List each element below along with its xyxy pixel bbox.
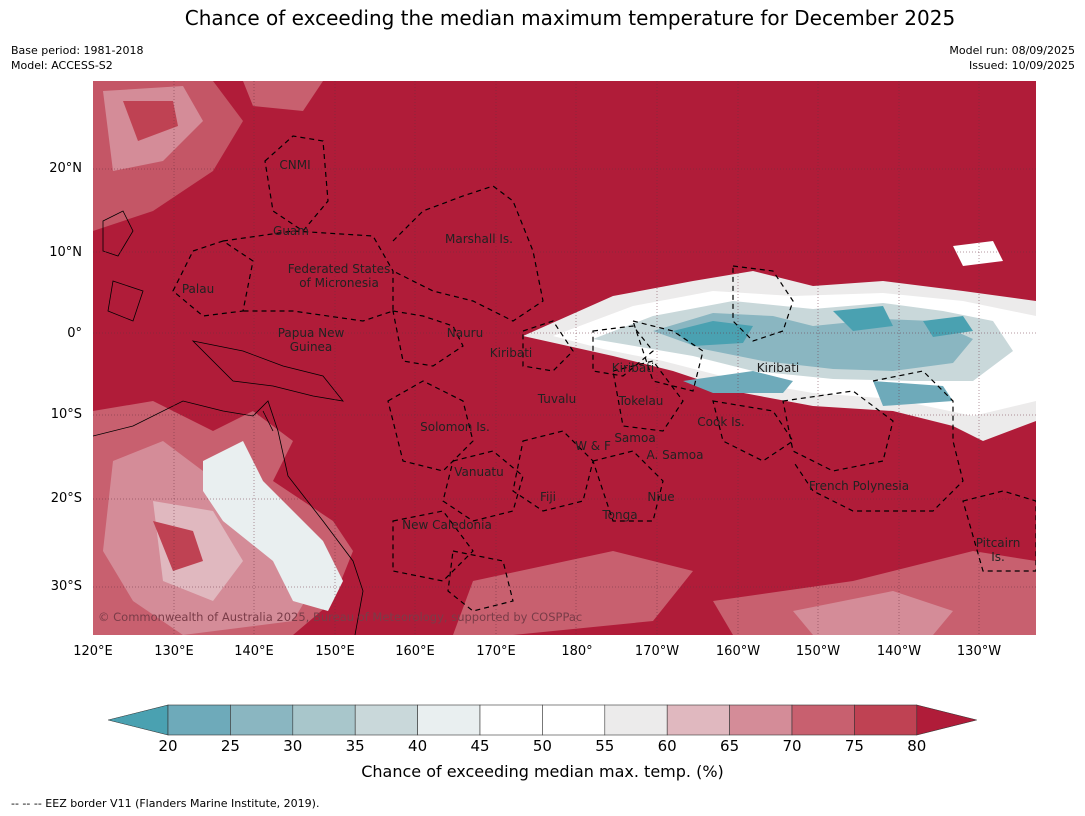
x-tick-label: 120°E <box>73 644 113 659</box>
region-label: Tonga <box>601 508 637 522</box>
colorbar-segment <box>292 704 356 736</box>
x-tick-label: 160°E <box>395 644 435 659</box>
region-label: Papua New Guinea <box>278 326 345 354</box>
region-label: Cook Is. <box>697 415 744 429</box>
colorbar-segment <box>604 704 668 736</box>
x-tick-label: 130°W <box>956 644 1002 659</box>
x-tick-label: 180° <box>561 644 593 659</box>
region-label: CNMI <box>279 158 310 172</box>
region-label: Guam <box>273 224 309 238</box>
colorbar-tick-label: 55 <box>595 737 615 755</box>
colorbar <box>108 704 977 736</box>
colorbar-tick-label: 20 <box>158 737 178 755</box>
map-title: Chance of exceeding the median maximum t… <box>184 6 956 30</box>
colorbar-extend-low <box>108 704 169 736</box>
region-label: Nauru <box>447 326 483 340</box>
x-tick-label: 170°E <box>476 644 516 659</box>
colorbar-tick-label: 25 <box>220 737 240 755</box>
region-label: Marshall Is. <box>445 232 513 246</box>
colorbar-segment <box>729 704 793 736</box>
eez-footnote: -- -- -- EEZ border V11 (Flanders Marine… <box>11 797 320 810</box>
region-label: Vanuatu <box>454 465 504 479</box>
region-label: W & F <box>575 439 611 453</box>
colorbar-segment <box>479 704 543 736</box>
colorbar-tick-label: 45 <box>470 737 490 755</box>
region-label: New Caledonia <box>402 518 492 532</box>
colorbar-tick-label: 40 <box>408 737 428 755</box>
y-tick-label: 10°S <box>50 407 82 422</box>
colorbar-segment <box>542 704 606 736</box>
colorbar-tick-label: 70 <box>782 737 802 755</box>
x-tick-label: 140°W <box>876 644 922 659</box>
colorbar-extend-high <box>916 704 977 736</box>
x-tick-label: 130°E <box>154 644 194 659</box>
x-tick-label: 160°W <box>715 644 761 659</box>
y-tick-label: 20°N <box>49 161 82 176</box>
region-label: Kiribati <box>490 346 532 360</box>
region-label: Kiribati <box>757 361 799 375</box>
region-label: Federated States of Micronesia <box>288 262 390 290</box>
y-tick-label: 0° <box>67 326 82 341</box>
x-tick-label: 150°E <box>315 644 355 659</box>
copyright-text: © Commonwealth of Australia 2025, Bureau… <box>98 610 583 624</box>
colorbar-tick-label: 80 <box>907 737 927 755</box>
region-label: Tokelau <box>618 394 664 408</box>
colorbar-segment <box>417 704 481 736</box>
region-label: Samoa <box>614 431 655 445</box>
region-label: Tuvalu <box>537 392 577 406</box>
colorbar-tick-label: 65 <box>720 737 740 755</box>
colorbar-tick-label: 35 <box>345 737 365 755</box>
region-label: Pitcairn Is. <box>976 536 1021 564</box>
issued-text: Issued: 10/09/2025 <box>968 59 1075 72</box>
colorbar-segment <box>230 704 294 736</box>
x-tick-label: 150°W <box>795 644 841 659</box>
colorbar-segment <box>854 704 918 736</box>
region-label: Niue <box>647 490 674 504</box>
region-label: French Polynesia <box>809 479 909 493</box>
model-run-text: Model run: 08/09/2025 <box>949 44 1075 57</box>
probability-map[interactable]: CNMI Guam Marshall Is. Federated States of M… <box>93 81 1036 635</box>
x-tick-label: 140°E <box>234 644 274 659</box>
region-label: Kiribati <box>612 361 654 375</box>
region-label: Solomon Is. <box>420 420 490 434</box>
colorbar-tick-label: 60 <box>657 737 677 755</box>
x-tick-label: 170°W <box>634 644 680 659</box>
colorbar-tick-label: 30 <box>283 737 303 755</box>
meta-left: Base period: 1981-2018 Model: ACCESS-S2 <box>11 43 143 73</box>
colorbar-tick-label: 75 <box>844 737 864 755</box>
base-period-text: Base period: 1981-2018 <box>11 44 144 57</box>
y-tick-label: 10°N <box>49 245 82 260</box>
colorbar-segment <box>167 704 231 736</box>
region-label: Palau <box>182 282 214 296</box>
colorbar-segment <box>666 704 730 736</box>
colorbar-segment <box>354 704 418 736</box>
model-text: Model: ACCESS-S2 <box>11 59 113 72</box>
region-label: A. Samoa <box>647 448 704 462</box>
colorbar-label: Chance of exceeding median max. temp. (%… <box>361 762 724 781</box>
colorbar-segment <box>791 704 855 736</box>
y-tick-label: 30°S <box>50 579 82 594</box>
colorbar-tick-label: 50 <box>532 737 552 755</box>
y-tick-label: 20°S <box>50 491 82 506</box>
meta-right: Model run: 08/09/2025 Issued: 10/09/2025 <box>949 43 1075 73</box>
region-label: Fiji <box>540 490 556 504</box>
